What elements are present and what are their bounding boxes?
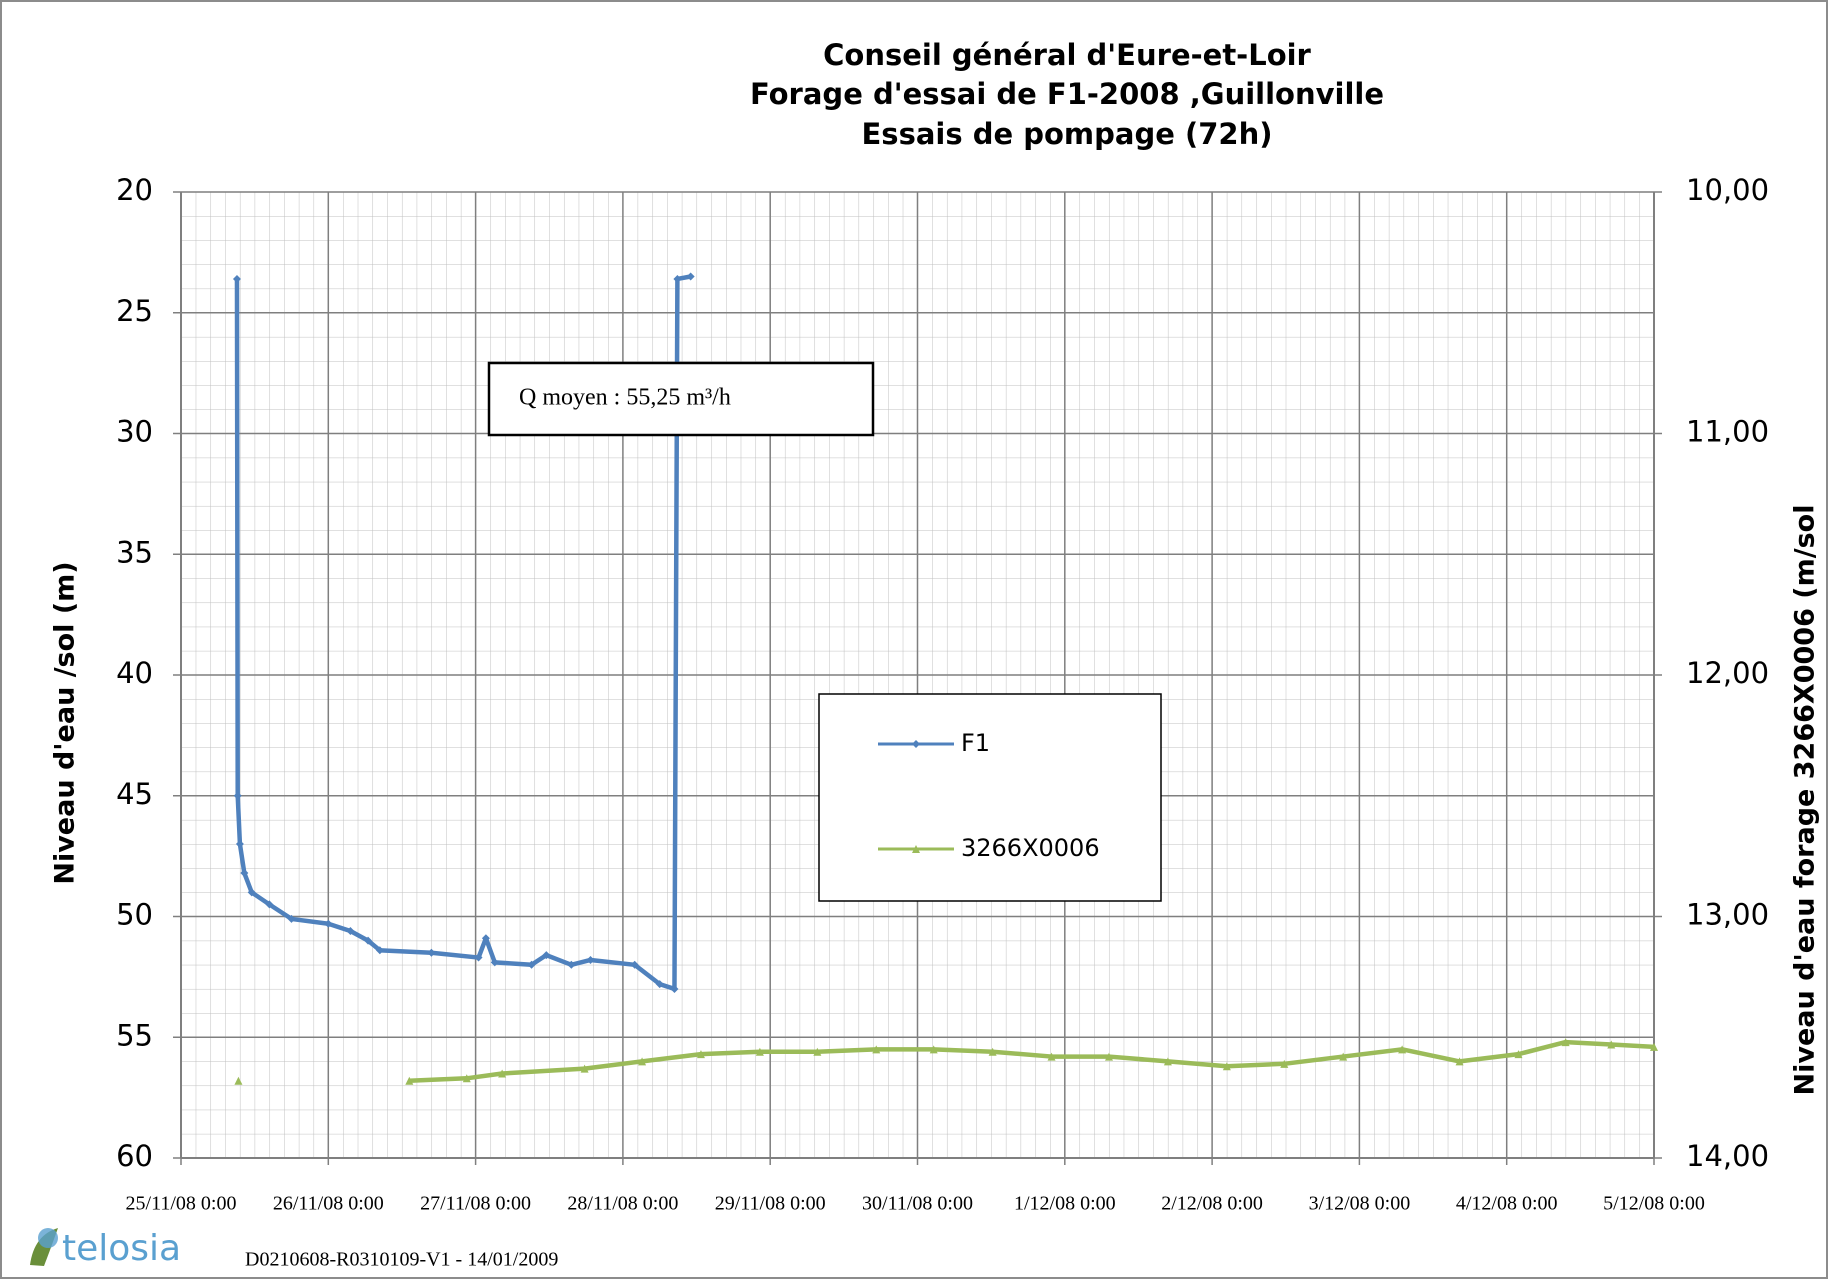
- y-tick-label: 55: [116, 1018, 153, 1052]
- x-tick-label: 29/11/08 0:00: [715, 1193, 826, 1215]
- chart-title-line: Conseil général d'Eure-et-Loir: [823, 38, 1311, 72]
- point-marker: [427, 948, 436, 957]
- y-tick-label: 60: [116, 1139, 153, 1173]
- footer-text: D0210608-R0310109-V1 - 14/01/2009: [245, 1249, 558, 1271]
- point-marker: [988, 1047, 997, 1056]
- point-marker: [912, 740, 920, 748]
- point-marker: [1455, 1057, 1464, 1066]
- point-marker: [542, 951, 551, 960]
- x-tick-label: 30/11/08 0:00: [862, 1193, 973, 1215]
- point-marker: [235, 840, 244, 849]
- annotation-text: Q moyen : 55,25 m³/h: [519, 385, 731, 411]
- point-marker: [405, 1076, 414, 1085]
- y-tick-label: 45: [116, 777, 153, 811]
- point-marker: [1104, 1052, 1113, 1061]
- point-marker: [1607, 1040, 1616, 1049]
- point-marker: [233, 791, 242, 800]
- y-tick-label: 35: [116, 535, 153, 569]
- point-marker: [1514, 1050, 1523, 1059]
- point-marker: [1561, 1038, 1570, 1047]
- point-marker: [670, 984, 679, 993]
- point-marker: [912, 845, 920, 853]
- point-marker: [673, 274, 682, 283]
- x-tick-label: 28/11/08 0:00: [567, 1193, 678, 1215]
- y2-tick-label: 10,00: [1686, 173, 1769, 207]
- legend-box: [818, 693, 1162, 902]
- x-tick-label: 4/12/08 0:00: [1456, 1193, 1558, 1215]
- point-marker: [638, 1057, 647, 1066]
- y-tick-label: 20: [116, 173, 153, 207]
- logo-drop: [38, 1228, 58, 1248]
- y-axis-label: Niveau d'eau /sol (m): [50, 561, 81, 884]
- point-marker: [234, 1076, 243, 1085]
- point-marker: [813, 1047, 822, 1056]
- point-marker: [346, 926, 355, 935]
- point-marker: [872, 1045, 881, 1054]
- point-marker: [232, 274, 241, 283]
- point-marker: [364, 936, 373, 945]
- point-marker: [655, 980, 664, 989]
- logo-text: telosia: [62, 1228, 181, 1269]
- point-marker: [265, 900, 274, 909]
- point-marker: [1398, 1045, 1407, 1054]
- point-marker: [490, 958, 499, 967]
- point-marker: [686, 272, 695, 281]
- point-marker: [630, 960, 639, 969]
- point-marker: [1339, 1052, 1348, 1061]
- point-marker: [240, 869, 249, 878]
- point-marker: [1222, 1062, 1231, 1071]
- logo: telosia: [30, 1228, 181, 1269]
- point-marker: [498, 1069, 507, 1078]
- chart-title-line: Essais de pompage (72h): [862, 117, 1273, 151]
- point-marker: [696, 1050, 705, 1059]
- x-tick-label: 26/11/08 0:00: [273, 1193, 384, 1215]
- y-tick-label: 25: [116, 294, 153, 328]
- point-marker: [527, 960, 536, 969]
- x-tick-label: 2/12/08 0:00: [1161, 1193, 1263, 1215]
- point-marker: [1650, 1042, 1658, 1051]
- x-tick-label: 5/12/08 0:00: [1603, 1193, 1705, 1215]
- point-marker: [474, 953, 483, 962]
- y2-tick-label: 14,00: [1686, 1139, 1769, 1173]
- point-marker: [375, 946, 384, 955]
- y-tick-label: 50: [116, 898, 153, 932]
- x-tick-label: 3/12/08 0:00: [1309, 1193, 1411, 1215]
- annotation-box: [487, 361, 875, 437]
- chart-title-line: Forage d'essai de F1-2008 ,Guillonville: [750, 77, 1384, 111]
- y2-tick-label: 11,00: [1686, 415, 1769, 449]
- plot-area: [173, 191, 1662, 1165]
- point-marker: [1280, 1059, 1289, 1068]
- series: [232, 272, 695, 993]
- legend-label: 3266X0006: [961, 834, 1100, 862]
- x-tick-label: 25/11/08 0:00: [126, 1193, 237, 1215]
- y2-tick-label: 13,00: [1686, 898, 1769, 932]
- point-marker: [755, 1047, 764, 1056]
- y2-axis-label: Niveau d'eau forage 3266X0006 (m/sol: [1790, 505, 1821, 1096]
- point-marker: [1047, 1052, 1056, 1061]
- point-marker: [462, 1074, 471, 1083]
- y2-tick-label: 12,00: [1686, 656, 1769, 690]
- x-tick-label: 27/11/08 0:00: [420, 1193, 531, 1215]
- x-tick-label: 1/12/08 0:00: [1014, 1193, 1116, 1215]
- point-marker: [247, 888, 256, 897]
- series: [234, 1038, 1658, 1085]
- point-marker: [481, 934, 490, 943]
- series-line: [234, 274, 692, 992]
- point-marker: [586, 955, 595, 964]
- legend-label: F1: [961, 729, 990, 757]
- point-marker: [287, 914, 296, 923]
- y-tick-label: 30: [116, 415, 153, 449]
- point-marker: [1163, 1057, 1172, 1066]
- y-tick-label: 40: [116, 656, 153, 690]
- legend: F1 3266X0006: [818, 693, 1162, 902]
- point-marker: [929, 1045, 938, 1054]
- point-marker: [567, 960, 576, 969]
- point-marker: [324, 919, 333, 928]
- point-marker: [580, 1064, 589, 1073]
